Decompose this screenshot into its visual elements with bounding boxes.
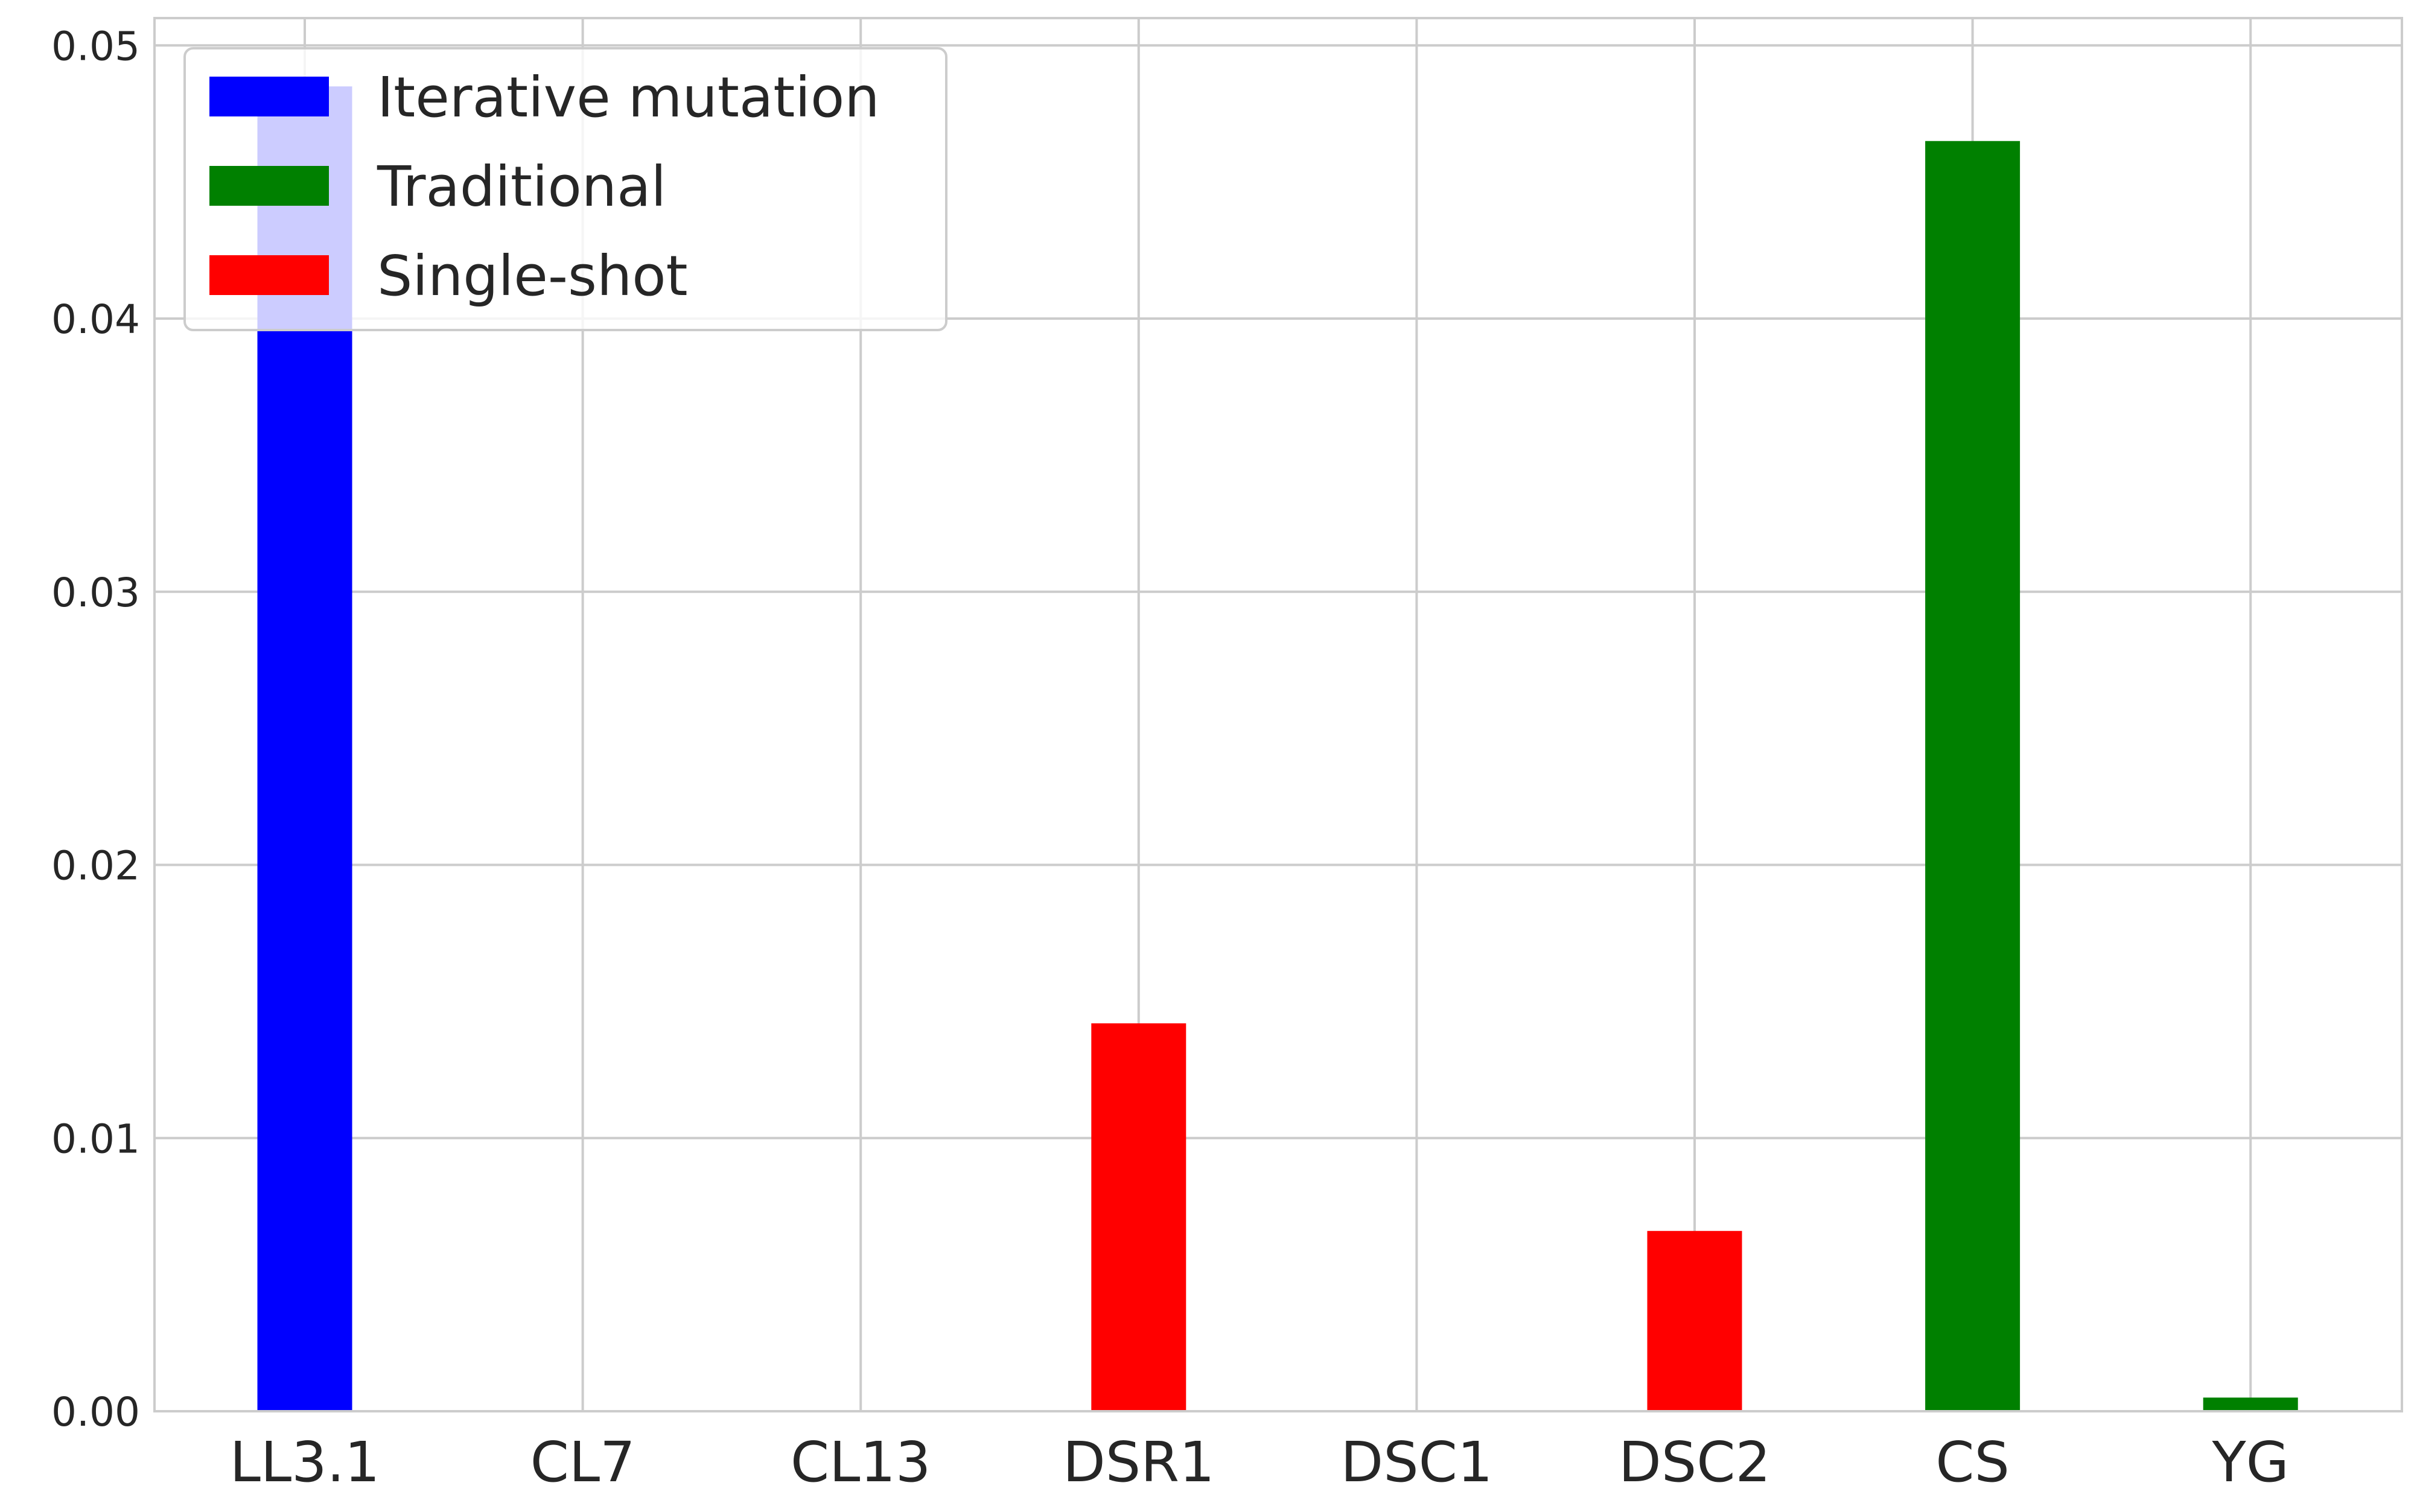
legend-label: Traditional bbox=[377, 154, 666, 219]
legend-swatch bbox=[209, 166, 329, 206]
legend-box bbox=[183, 47, 947, 331]
legend-label: Iterative mutation bbox=[377, 65, 880, 130]
legend-swatch bbox=[209, 255, 329, 295]
x-axis-ticks: LL3.1 CL7 CL13 DSR1 DSC1 DSC2 CS YG bbox=[230, 1430, 2289, 1495]
legend-label: Single-shot bbox=[377, 244, 688, 308]
x-tick-label: DSC1 bbox=[1340, 1430, 1492, 1495]
bar-yg bbox=[2203, 1397, 2298, 1411]
legend: Iterative mutation Traditional Single-shot bbox=[183, 47, 947, 331]
x-tick-label: DSC2 bbox=[1619, 1430, 1771, 1495]
bar-dsr1 bbox=[1091, 1023, 1186, 1411]
y-tick-label: 0.02 bbox=[51, 843, 140, 889]
y-tick-label: 0.05 bbox=[51, 23, 140, 69]
x-tick-label: CS bbox=[1935, 1430, 2010, 1495]
legend-swatch bbox=[209, 77, 329, 116]
bar-cs bbox=[1925, 141, 2021, 1411]
y-tick-label: 0.04 bbox=[51, 296, 140, 343]
x-tick-label: CL7 bbox=[530, 1430, 635, 1495]
y-tick-label: 0.03 bbox=[51, 570, 140, 616]
x-tick-label: YG bbox=[2211, 1430, 2289, 1495]
x-tick-label: DSR1 bbox=[1063, 1430, 1215, 1495]
y-tick-label: 0.00 bbox=[51, 1389, 140, 1435]
x-tick-label: LL3.1 bbox=[230, 1430, 380, 1495]
plot-frame bbox=[153, 17, 2403, 1412]
y-tick-label: 0.01 bbox=[51, 1116, 140, 1162]
bar-dsc2 bbox=[1647, 1231, 1742, 1411]
x-tick-label: CL13 bbox=[791, 1430, 931, 1495]
y-axis-ticks: 0.00 0.01 0.02 0.03 0.04 0.05 bbox=[51, 23, 140, 1435]
